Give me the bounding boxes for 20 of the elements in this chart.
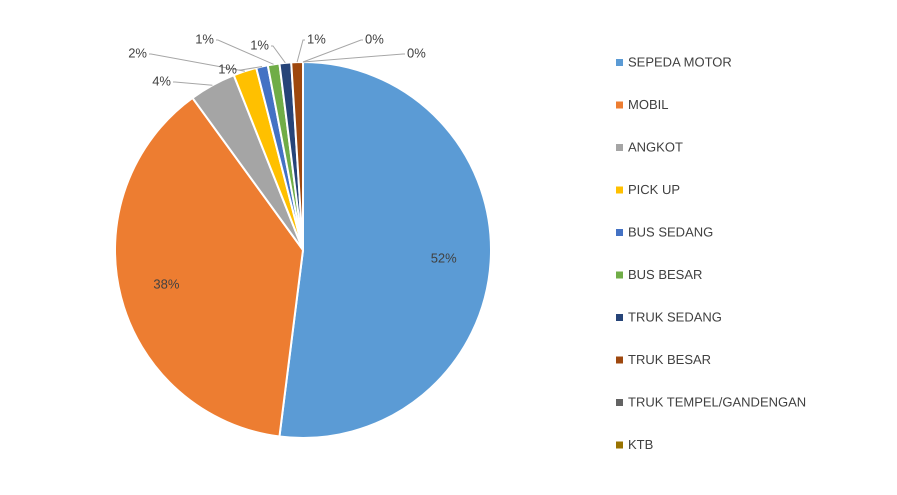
data-label: 4% [152, 73, 172, 88]
data-label: 1% [307, 31, 326, 46]
legend-label: ANGKOT [628, 139, 683, 154]
legend-label: KTB [628, 436, 654, 452]
legend-label: BUS SEDANG [628, 224, 714, 240]
legend-label: MOBIL [628, 96, 668, 112]
legend-label: BUS BESAR [628, 266, 702, 282]
legend-label: TRUK BESAR [628, 352, 712, 367]
legend-label: PICK UP [628, 182, 680, 197]
data-label: 52% [430, 250, 458, 266]
legend-label: TRUK SEDANG [628, 309, 722, 324]
legend-label: SEPEDA MOTOR [628, 54, 732, 70]
text: 0% [407, 45, 426, 60]
data-label: 1% [195, 31, 214, 46]
text: 0% [365, 31, 384, 46]
legend-label: TRUK TEMPEL/GANDENGAN [628, 394, 806, 410]
data-label: 1% [218, 61, 238, 76]
data-label: 38% [153, 276, 180, 292]
data-label: 2% [128, 45, 148, 60]
data-label: 1% [250, 37, 270, 52]
